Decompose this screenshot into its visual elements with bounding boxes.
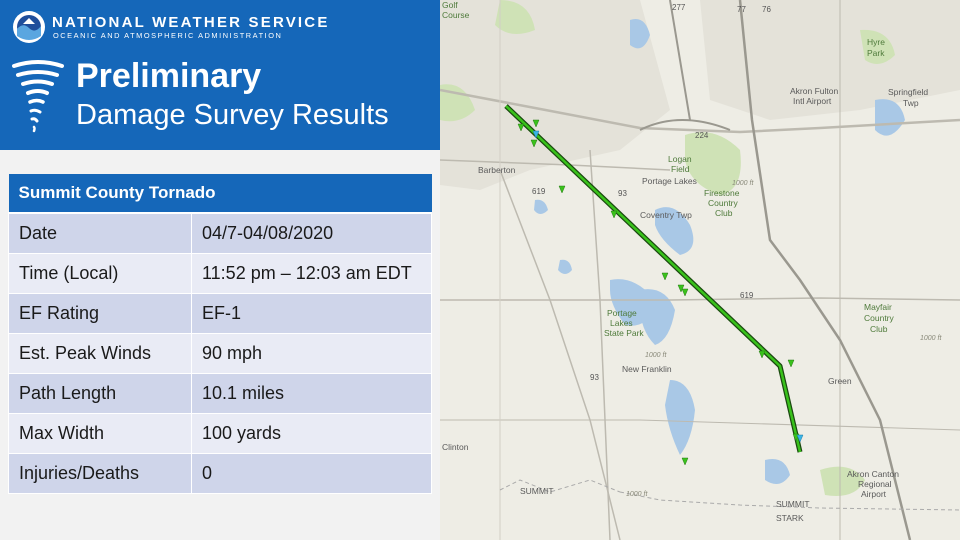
- survey-results-table: Summit County Tornado Date 04/7-04/08/20…: [8, 174, 432, 494]
- place-label: Course: [442, 10, 470, 20]
- place-label: New Franklin: [622, 364, 672, 374]
- park-areas: [440, 0, 895, 496]
- row-label: Est. Peak Winds: [8, 333, 192, 374]
- table-row-max-width: Max Width 100 yards: [8, 413, 432, 454]
- place-labels: Barberton Portage Lakes Coventry Twp New…: [442, 0, 928, 523]
- row-value: 90 mph: [191, 333, 432, 374]
- tornado-track: [504, 104, 803, 453]
- place-label: Portage Lakes: [642, 176, 697, 186]
- place-label: Firestone: [704, 188, 740, 198]
- row-label: Injuries/Deaths: [8, 453, 192, 494]
- place-label: Akron Fulton: [790, 86, 838, 96]
- place-label: Country: [864, 313, 895, 323]
- place-label: SUMMIT: [520, 486, 554, 496]
- place-label: Twp: [903, 98, 919, 108]
- elevation-labels: 1000 ft 1000 ft 1000 ft 1000 ft: [626, 180, 942, 498]
- place-label: State Park: [604, 328, 644, 338]
- table-header-row: Summit County Tornado: [8, 174, 432, 214]
- water-bodies: [534, 19, 905, 484]
- map-canvas: 77 277 224 76 619 619 93 93 Barberton Po…: [440, 0, 960, 540]
- route-label: 76: [762, 5, 771, 14]
- row-value: EF-1: [191, 293, 432, 334]
- roads: [440, 0, 960, 540]
- row-label: Time (Local): [8, 253, 192, 294]
- route-label: 224: [695, 131, 709, 140]
- header-banner: NATIONAL WEATHER SERVICE OCEANIC AND ATM…: [0, 0, 440, 150]
- route-shields: 77 277 224 76 619 619 93 93: [532, 3, 771, 382]
- elevation-label: 1000 ft: [920, 335, 942, 342]
- place-label: Country: [708, 198, 739, 208]
- row-value: 04/7-04/08/2020: [191, 212, 432, 254]
- elevation-label: 1000 ft: [626, 491, 648, 498]
- place-label: STARK: [776, 513, 804, 523]
- table-title: Summit County Tornado: [8, 174, 432, 214]
- place-label: Hyre: [867, 37, 885, 47]
- row-value: 100 yards: [191, 413, 432, 454]
- place-label: Park: [867, 48, 885, 58]
- damage-markers: [517, 119, 800, 466]
- table-row-path-length: Path Length 10.1 miles: [8, 373, 432, 414]
- route-label: 93: [590, 373, 599, 382]
- place-label: Regional: [858, 479, 892, 489]
- tornado-track-map[interactable]: 77 277 224 76 619 619 93 93 Barberton Po…: [440, 0, 960, 540]
- row-value: 11:52 pm – 12:03 am EDT: [191, 253, 432, 294]
- urban-shading: [440, 0, 960, 190]
- row-value: 10.1 miles: [191, 373, 432, 414]
- route-label: 77: [737, 5, 746, 14]
- left-panel: NATIONAL WEATHER SERVICE OCEANIC AND ATM…: [0, 0, 440, 540]
- place-label: Portage: [607, 308, 637, 318]
- heading-preliminary: Preliminary: [76, 57, 262, 95]
- table-row-ef-rating: EF Rating EF-1: [8, 293, 432, 334]
- place-label: Akron Canton: [847, 469, 899, 479]
- row-label: Date: [8, 212, 192, 254]
- county-line: [619, 491, 960, 511]
- elevation-label: 1000 ft: [732, 180, 754, 187]
- row-label: EF Rating: [8, 293, 192, 334]
- row-label: Max Width: [8, 413, 192, 454]
- row-label: Path Length: [8, 373, 192, 414]
- place-label: Intl Airport: [793, 96, 832, 106]
- agency-subtitle: OCEANIC AND ATMOSPHERIC ADMINISTRATION: [53, 31, 283, 40]
- place-label: Coventry Twp: [640, 210, 692, 220]
- agency-name: NATIONAL WEATHER SERVICE: [52, 14, 330, 31]
- place-label: Club: [870, 324, 888, 334]
- table-row-time: Time (Local) 11:52 pm – 12:03 am EDT: [8, 253, 432, 294]
- heading-damage-survey-results: Damage Survey Results: [76, 99, 389, 131]
- place-label: Mayfair: [864, 302, 892, 312]
- noaa-logo-icon: [13, 11, 45, 43]
- table-row-date: Date 04/7-04/08/2020: [8, 212, 432, 254]
- place-label: Clinton: [442, 442, 469, 452]
- table-row-injuries-deaths: Injuries/Deaths 0: [8, 453, 432, 494]
- elevation-label: 1000 ft: [645, 352, 667, 359]
- place-label: Barberton: [478, 165, 516, 175]
- route-label: 277: [672, 3, 686, 12]
- place-label: Logan: [668, 154, 692, 164]
- tornado-icon: [12, 60, 64, 133]
- place-label: Airport: [861, 489, 887, 499]
- place-label: Field: [671, 164, 690, 174]
- table-row-peak-winds: Est. Peak Winds 90 mph: [8, 333, 432, 374]
- route-label: 93: [618, 189, 627, 198]
- place-label: Green: [828, 376, 852, 386]
- place-label: Springfield: [888, 87, 928, 97]
- place-label: Golf: [442, 0, 458, 10]
- place-label: Club: [715, 208, 733, 218]
- route-label: 619: [740, 291, 754, 300]
- county-line: [499, 479, 621, 493]
- route-label: 619: [532, 187, 546, 196]
- place-label: SUMMIT: [776, 499, 810, 509]
- row-value: 0: [191, 453, 432, 494]
- start-end-markers: [532, 130, 804, 443]
- place-label: Lakes: [610, 318, 633, 328]
- highways: [639, 0, 912, 540]
